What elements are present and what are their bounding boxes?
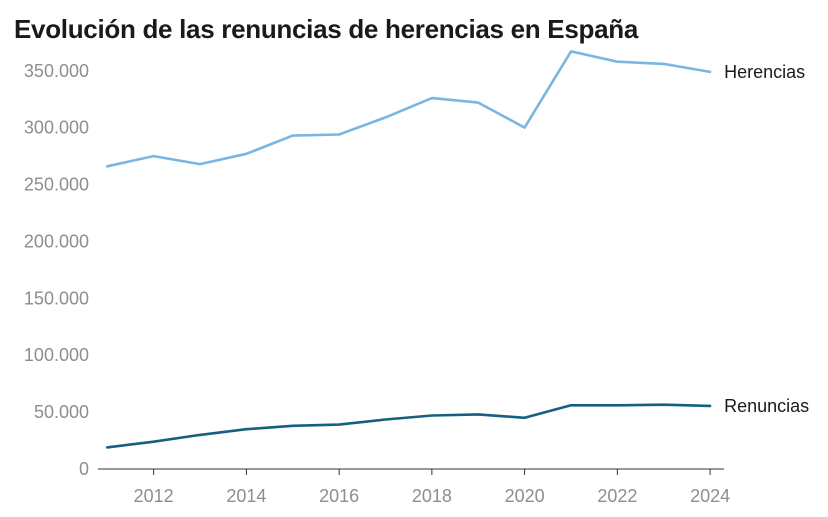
series-line-renuncias (106, 403, 712, 449)
series-label-herencias: Herencias (724, 62, 805, 82)
x-axis: 2012 2014 2016 2018 2020 2022 2024 (98, 468, 730, 506)
x-tick-label: 2012 (134, 486, 174, 506)
y-tick-label: 0 (79, 459, 89, 479)
series-labels: Herencias Renuncias (724, 62, 809, 416)
y-tick-label: 50.000 (34, 402, 89, 422)
series-label-renuncias: Renuncias (724, 396, 809, 416)
x-tick-label: 2024 (690, 486, 730, 506)
y-tick-label: 250.000 (24, 175, 89, 195)
x-tick-label: 2020 (505, 486, 545, 506)
y-tick-label: 100.000 (24, 345, 89, 365)
series-line-herencias (106, 50, 712, 168)
y-tick-label: 350.000 (24, 61, 89, 81)
x-tick-label: 2018 (412, 486, 452, 506)
x-tick-label: 2016 (319, 486, 359, 506)
y-axis-ticks: 0 50.000 100.000 150.000 200.000 250.000 300.0… (24, 61, 89, 479)
x-tick-label: 2022 (597, 486, 637, 506)
y-tick-label: 200.000 (24, 231, 89, 251)
x-tick-label: 2014 (226, 486, 266, 506)
chart-title: Evolución de las renuncias de herencias … (14, 14, 638, 44)
y-tick-label: 150.000 (24, 288, 89, 308)
series-lines (106, 50, 712, 449)
y-tick-label: 300.000 (24, 118, 89, 138)
